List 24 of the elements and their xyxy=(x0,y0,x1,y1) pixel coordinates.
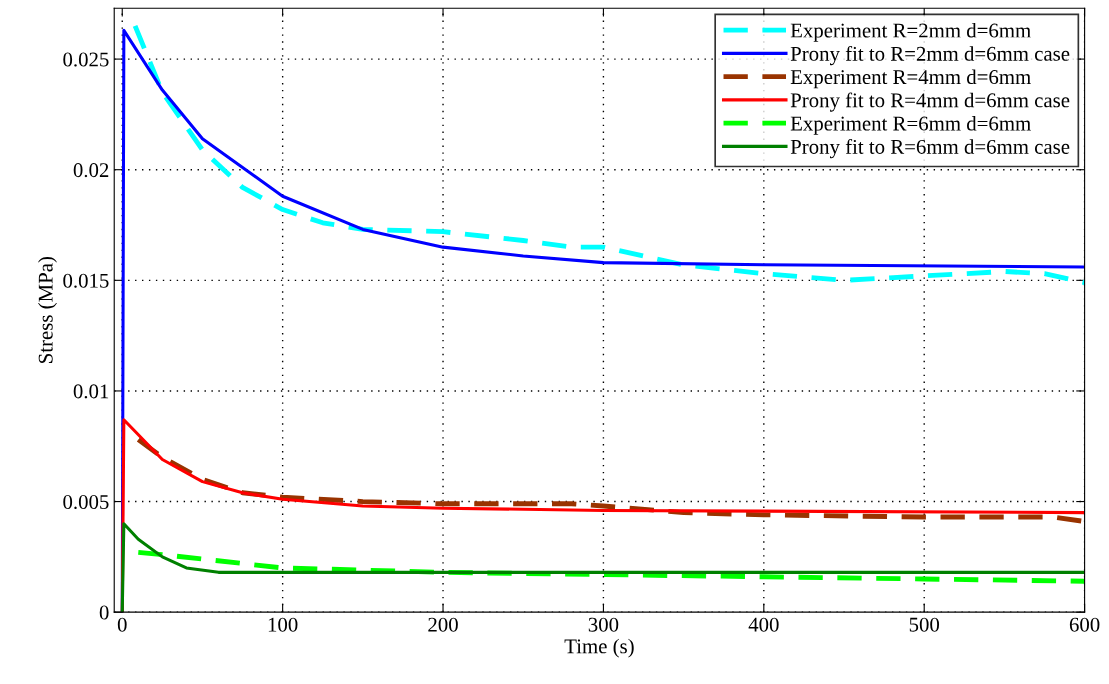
y-tick-label: 0.015 xyxy=(63,273,109,288)
line-series xyxy=(132,23,1085,285)
legend-label: Experiment R=4mm d=6mm xyxy=(790,69,1031,89)
legend-label: Experiment R=6mm d=6mm xyxy=(790,115,1031,135)
x-tick-label: 400 xyxy=(748,617,779,632)
y-axis-title: Stress (MPa) xyxy=(38,257,57,363)
x-tick-label: 500 xyxy=(909,617,940,632)
x-tick-label: 600 xyxy=(1069,617,1100,632)
y-tick-label: 0.01 xyxy=(73,384,109,399)
x-tick-label: 300 xyxy=(588,617,619,632)
x-tick-label: 0 xyxy=(117,617,127,632)
x-axis-title: Time (s) xyxy=(564,638,634,658)
legend-label: Prony fit to R=4mm d=6mm case xyxy=(790,92,1070,112)
legend-label: Prony fit to R=6mm d=6mm case xyxy=(790,139,1070,159)
line-series xyxy=(120,522,1085,613)
line-series xyxy=(135,550,1085,584)
y-tick-label: 0 xyxy=(99,605,109,620)
x-tick-label: 200 xyxy=(428,617,458,632)
legend-label: Experiment R=2mm d=6mm xyxy=(790,22,1031,42)
y-tick-label: 0.02 xyxy=(73,163,109,178)
x-tick-label: 100 xyxy=(268,617,298,632)
legend-label: Prony fit to R=2mm d=6mm case xyxy=(790,45,1070,66)
y-tick-label: 0.005 xyxy=(63,494,109,510)
y-tick-label: 0.025 xyxy=(63,52,109,67)
